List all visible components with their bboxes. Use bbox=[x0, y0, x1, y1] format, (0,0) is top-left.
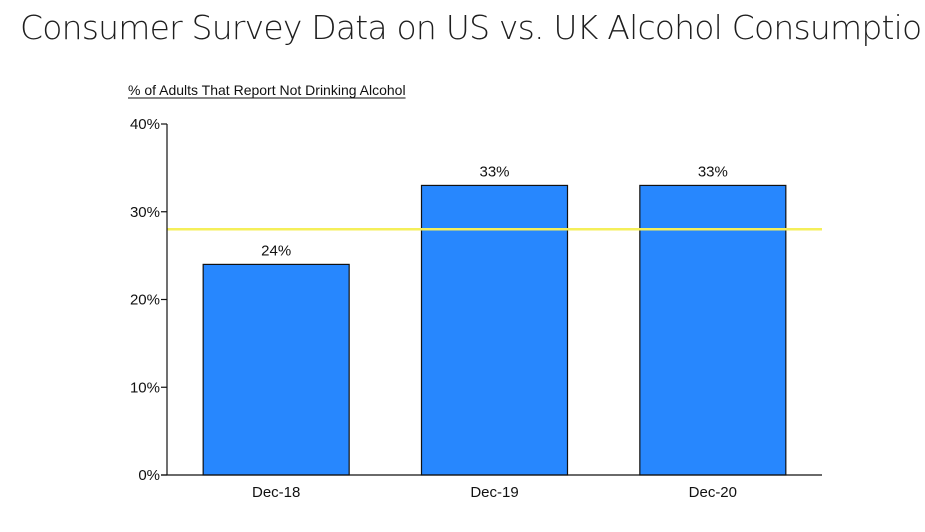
y-tick-label: 20% bbox=[130, 292, 160, 309]
chart-subtitle: % of Adults That Report Not Drinking Alc… bbox=[128, 82, 406, 98]
data-label-dec-20: 33% bbox=[698, 163, 728, 180]
page-title: Consumer Survey Data on US vs. UK Alcoho… bbox=[20, 8, 925, 47]
x-tick-label-dec-20: Dec-20 bbox=[689, 484, 737, 501]
data-label-dec-19: 33% bbox=[479, 163, 509, 180]
data-label-dec-18: 24% bbox=[261, 242, 291, 259]
y-tick-label: 10% bbox=[130, 379, 160, 396]
y-tick-label: 30% bbox=[130, 204, 160, 221]
labels-group: 24% Dec-18 33% Dec-19 33% Dec-20 0% 10% 20% 30% 40… bbox=[130, 116, 737, 501]
axes-group bbox=[161, 123, 822, 476]
bar-dec-20 bbox=[639, 184, 787, 476]
y-tick-label: 40% bbox=[130, 116, 160, 133]
bar-dec-18 bbox=[202, 263, 350, 476]
x-tick-label-dec-19: Dec-19 bbox=[470, 484, 518, 501]
y-tick-label: 0% bbox=[138, 467, 160, 484]
x-tick-label-dec-18: Dec-18 bbox=[252, 484, 300, 501]
